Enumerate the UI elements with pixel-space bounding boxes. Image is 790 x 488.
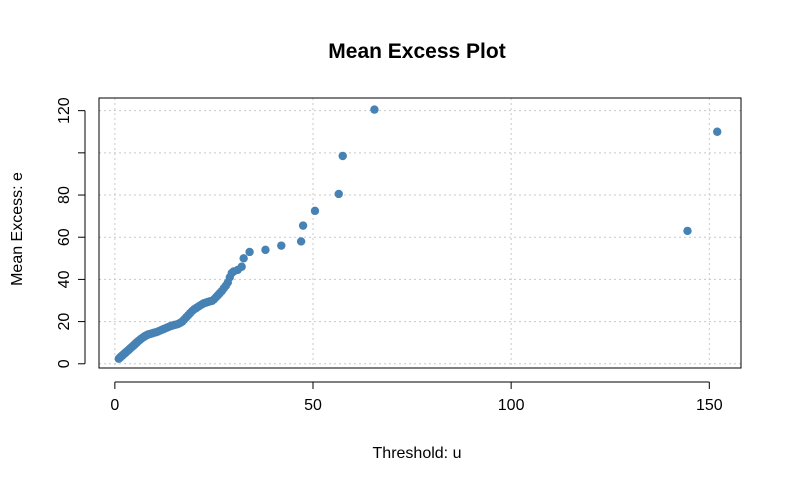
x-tick-label: 100	[498, 397, 525, 414]
y-tick-label: 40	[56, 270, 73, 288]
data-point	[713, 127, 722, 136]
data-point	[683, 226, 692, 236]
data-point	[277, 241, 286, 250]
y-tick-label: 20	[56, 313, 73, 331]
y-tick-label: 0	[56, 359, 73, 368]
data-point	[310, 206, 320, 216]
points-layer	[114, 105, 722, 363]
data-point	[296, 237, 306, 246]
data-point	[237, 262, 246, 271]
data-point	[245, 247, 254, 257]
data-point	[338, 151, 347, 161]
y-axis-label: Mean Excess: e	[9, 172, 26, 286]
data-point	[298, 221, 308, 230]
data-point	[370, 105, 379, 114]
data-point	[261, 245, 270, 255]
chart-title: Mean Excess Plot	[328, 40, 505, 63]
y-tick-label: 80	[56, 186, 73, 204]
plot-frame	[98, 97, 742, 369]
data-point	[239, 254, 248, 263]
data-point	[334, 189, 343, 199]
x-tick-label: 0	[110, 397, 119, 414]
y-tick-label: 120	[56, 97, 73, 124]
x-tick-label: 50	[304, 397, 322, 414]
x-tick-label: 150	[696, 397, 723, 414]
axes-layer: 0 50 100 150 0 20 40 60 80 120	[56, 97, 742, 414]
x-axis-label: Threshold: u	[373, 445, 462, 462]
y-tick-label: 60	[56, 228, 73, 246]
grid-layer	[99, 98, 741, 368]
